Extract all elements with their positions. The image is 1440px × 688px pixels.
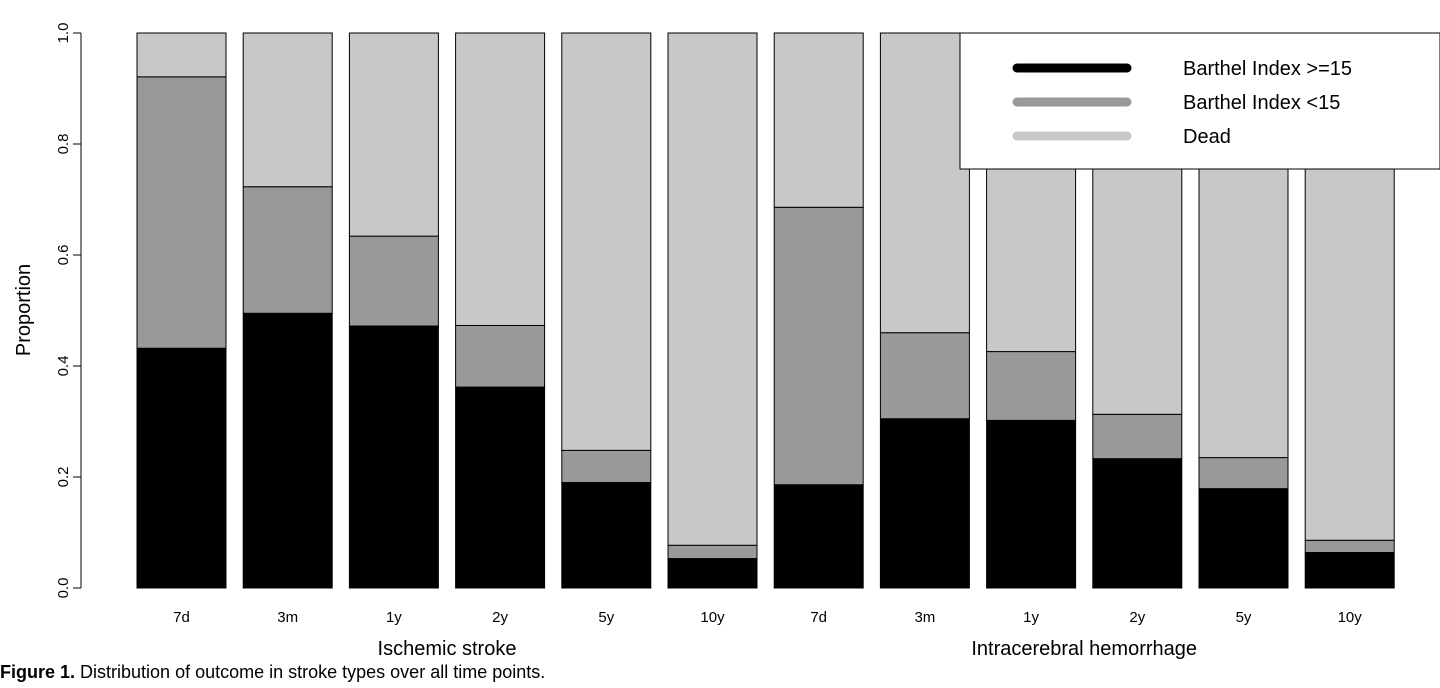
y-tick-label: 1.0 <box>55 23 72 44</box>
bar-segment <box>136 76 227 349</box>
bar-segment <box>1092 413 1183 460</box>
bar-segment <box>667 544 758 560</box>
bar-segment <box>879 332 970 420</box>
x-tick-label: 7d <box>810 609 827 626</box>
bar-segment <box>879 418 970 589</box>
bar-segment <box>455 324 546 388</box>
bar-segment <box>1304 539 1395 553</box>
bar-segment <box>348 235 439 327</box>
y-axis-title: Proportion <box>13 264 35 356</box>
group-label: Intracerebral hemorrhage <box>971 638 1197 660</box>
bar-segment <box>773 206 864 486</box>
x-tick-label: 3m <box>277 609 298 626</box>
bar-segment <box>1304 551 1395 589</box>
y-axis: 0.0 0.2 0.4 0.6 0.8 1.0 <box>55 23 82 599</box>
bar-segment <box>1092 458 1183 589</box>
legend: Barthel Index >=15 Barthel Index <15 Dead <box>959 32 1440 170</box>
group-label: Ischemic stroke <box>378 638 517 660</box>
x-tick-label: 3m <box>914 609 935 626</box>
caption-lead: Figure 1. <box>0 662 76 682</box>
caption-text: Distribution of outcome in stroke types … <box>80 662 546 682</box>
bar-segment <box>348 325 439 589</box>
x-tick-label: 10y <box>700 609 725 626</box>
bar-segment <box>667 558 758 589</box>
bar-segment <box>242 32 333 188</box>
x-tick-labels: 7d 3m 1y 2y 5y 10y 7d 3m 1y 2y 5y 10y <box>173 609 1362 626</box>
x-tick-label: 1y <box>386 609 402 626</box>
x-tick-label: 5y <box>1236 609 1252 626</box>
y-tick-label: 0.4 <box>55 356 72 377</box>
legend-label: Barthel Index <15 <box>1183 92 1340 114</box>
bar-segment <box>242 186 333 314</box>
y-tick-label: 0.6 <box>55 245 72 266</box>
x-tick-label: 2y <box>492 609 508 626</box>
bar-segment <box>879 32 970 334</box>
bar-segment <box>1198 488 1289 589</box>
bar-segment <box>136 32 227 78</box>
bar-segment <box>773 484 864 589</box>
x-tick-label: 1y <box>1023 609 1039 626</box>
y-tick-label: 0.0 <box>55 578 72 599</box>
bar-segment <box>667 32 758 546</box>
bar-segment <box>242 312 333 589</box>
bar-segment <box>348 32 439 237</box>
y-tick-label: 0.2 <box>55 467 72 488</box>
bar-segment <box>455 32 546 326</box>
x-tick-label: 2y <box>1129 609 1145 626</box>
y-tick-label: 0.8 <box>55 134 72 155</box>
legend-label: Barthel Index >=15 <box>1183 58 1352 80</box>
bar-segment <box>561 482 652 589</box>
x-tick-label: 5y <box>598 609 614 626</box>
x-tick-label: 10y <box>1338 609 1363 626</box>
legend-label: Dead <box>1183 126 1231 148</box>
figure-caption: Figure 1. Distribution of outcome in str… <box>0 662 545 683</box>
stacked-bar-chart: 0.0 0.2 0.4 0.6 0.8 1.0 Proportion 7d 3m 1y 2y 5y… <box>13 23 1440 660</box>
bar-segment <box>561 32 652 451</box>
group-labels: Ischemic stroke Intracerebral hemorrhage <box>378 638 1198 660</box>
bar-segment <box>455 386 546 589</box>
bar-segment <box>986 419 1077 589</box>
bar-segment <box>561 449 652 484</box>
bar-segment <box>1198 457 1289 490</box>
bar-segment <box>986 351 1077 421</box>
bar-segment <box>136 347 227 589</box>
bar-segment <box>773 32 864 208</box>
x-tick-label: 7d <box>173 609 190 626</box>
